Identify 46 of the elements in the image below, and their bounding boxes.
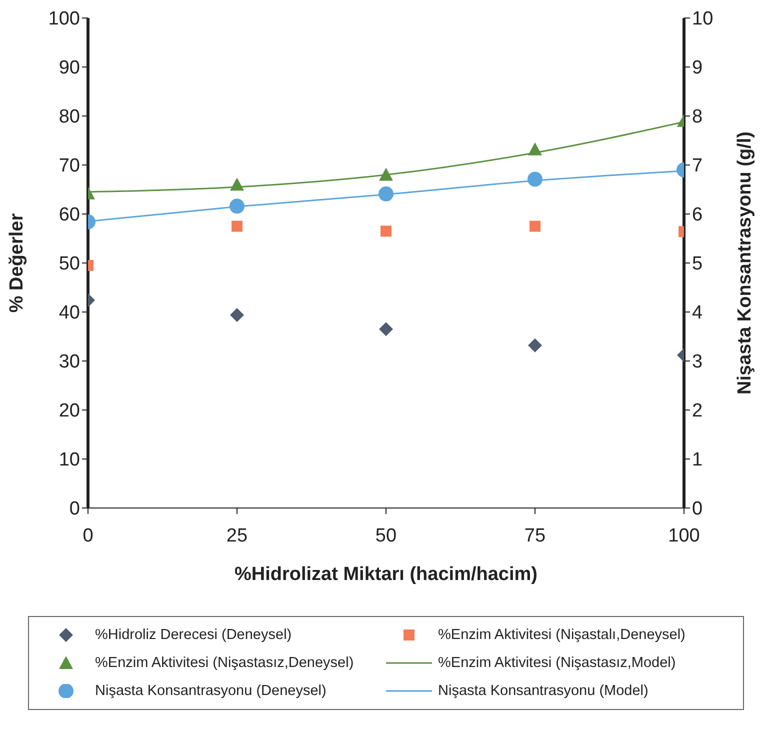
x-tick-label: 50 [375,525,397,546]
legend-label: %Enzim Aktivitesi (Nişastalı,Deneysel) [438,627,686,643]
y-tick-label: 70 [58,156,80,177]
y-tick-label: 40 [58,302,80,324]
y2-tick-label: 2 [692,400,703,422]
x-tick-label: 25 [226,525,248,546]
y2-tick-label: 3 [692,352,703,373]
y2-tick-label: 4 [692,302,703,324]
y2-tick-label: 9 [692,58,703,79]
y-tick-label: 10 [58,450,80,471]
y-tick-label: 20 [58,400,80,422]
y2-tick-label: 7 [692,156,703,177]
legend-label: Nişasta Konsantrasyonu (Deneysel) [95,683,326,699]
y2-tick-label: 8 [692,106,703,128]
x-tick-label: 0 [82,525,94,546]
y-tick-label: 50 [58,254,80,275]
y-tick-label: 90 [58,58,80,79]
point [230,308,244,322]
y-tick-label: 30 [58,352,80,373]
y-axis-title: % Değerler [6,212,28,313]
y2-tick-label: 0 [692,498,703,520]
y-tick-label: 80 [58,106,80,128]
point [232,220,242,232]
x-tick-label: 100 [668,525,700,546]
point [378,186,394,202]
point [380,226,392,237]
point [530,220,540,232]
point [528,142,542,156]
y2-tick-label: 10 [692,8,714,30]
y2-tick-label: 6 [692,204,703,226]
x-axis-title: %Hidrolizat Miktarı (hacim/hacim) [234,564,538,585]
y-tick-label: 60 [58,204,80,226]
y2-tick-label: 5 [692,254,703,275]
y2-axis-title: Nişasta Konsantrasyonu (g/l) [734,132,756,394]
y2-tick-label: 1 [692,450,703,471]
legend-label: Nişasta Konsantrasyonu (Model) [438,683,648,699]
legend-label: %Enzim Aktivitesi (Nişastasız,Model) [438,655,676,671]
x-tick-label: 75 [524,525,546,546]
point [379,322,393,336]
legend-label: %Enzim Aktivitesi (Nişastasız,Deneysel) [95,655,354,671]
legend-label: %Hidroliz Derecesi (Deneysel) [95,627,292,643]
y-tick-label: 0 [69,498,80,520]
point [230,178,244,191]
y-tick-label: 100 [48,8,80,30]
point [528,338,542,352]
point [379,168,393,181]
